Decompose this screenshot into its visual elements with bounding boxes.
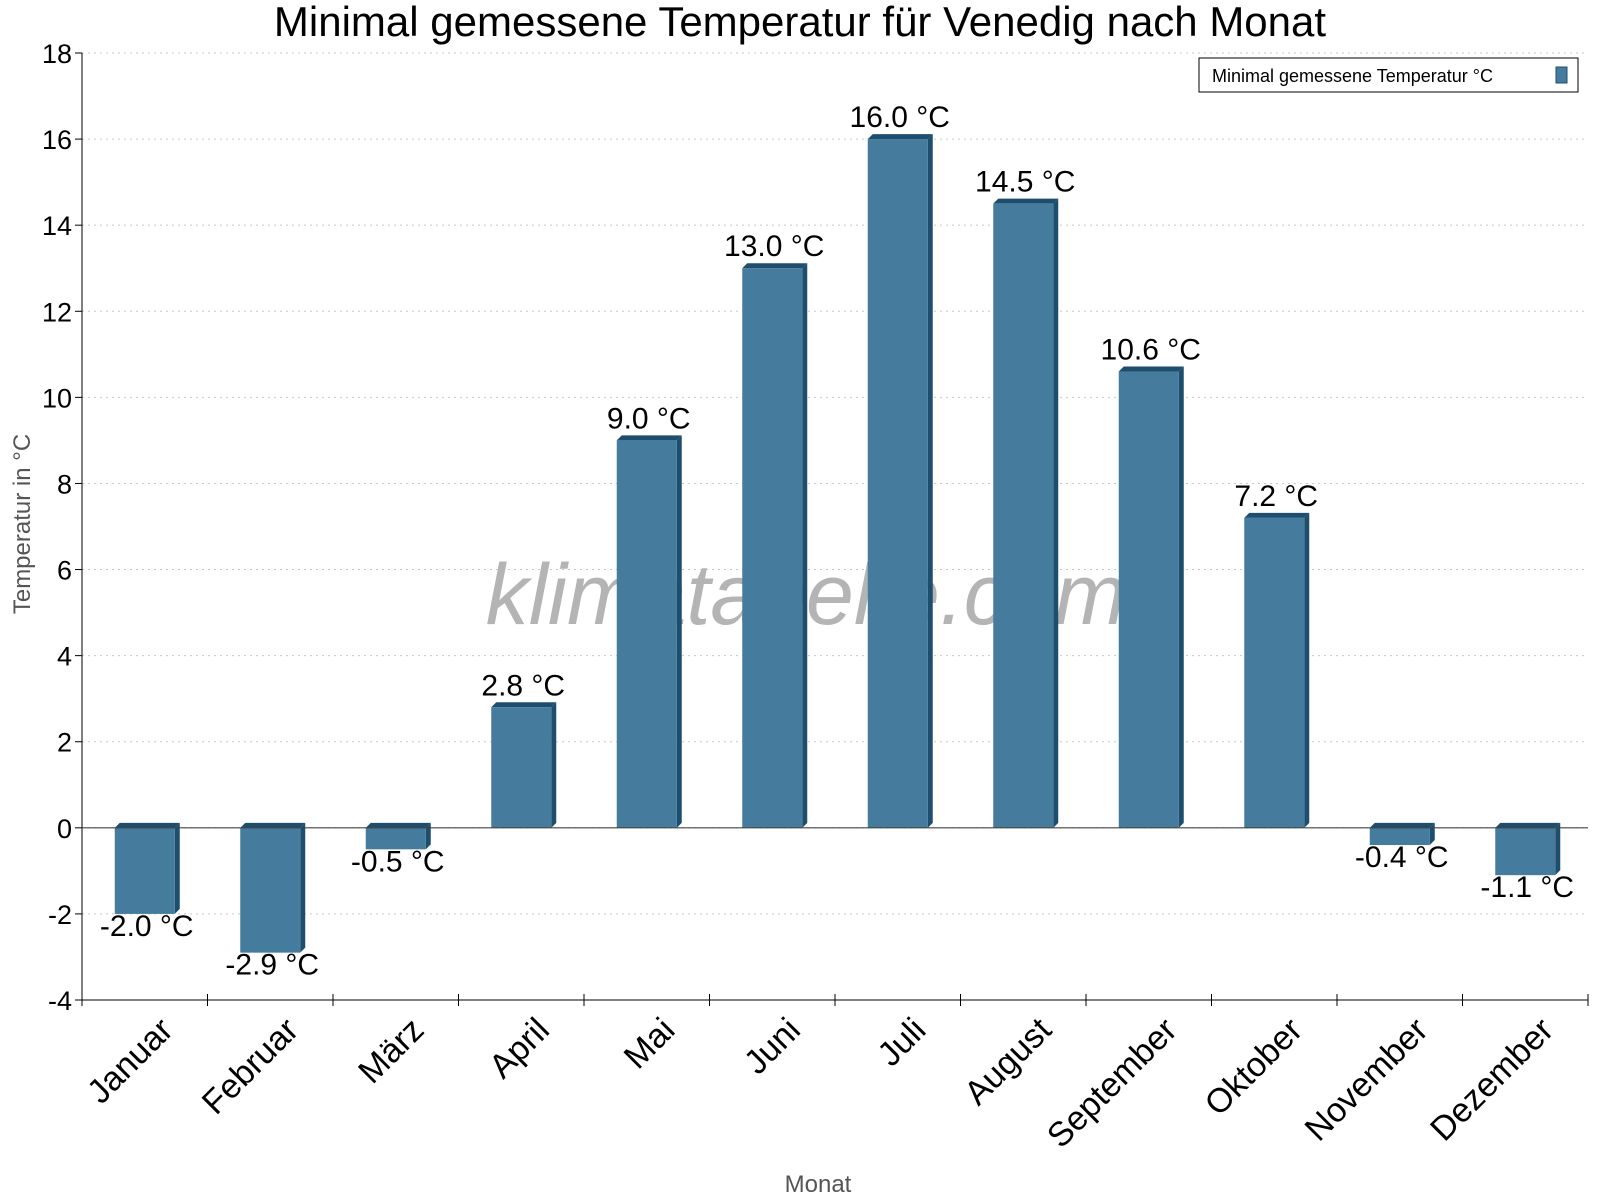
bar-top-face: [1244, 512, 1310, 518]
x-tick-label: April: [482, 1011, 557, 1086]
bar-top-face: [867, 134, 933, 140]
y-tick-label: -4: [48, 986, 72, 1016]
bar-front-face: [365, 827, 426, 850]
legend-box: [1198, 57, 1579, 93]
bar-side-face: [425, 822, 431, 850]
legend-label: Minimal gemessene Temperatur °C: [1212, 66, 1493, 86]
bar: [114, 822, 180, 914]
bar: [616, 435, 682, 828]
data-label: -2.0 °C: [100, 910, 194, 943]
bar-side-face: [1304, 512, 1310, 828]
bar-front-face: [1118, 371, 1179, 828]
bar: [491, 702, 557, 828]
y-tick-label: 0: [57, 814, 72, 844]
y-tick-label: 16: [42, 125, 72, 155]
x-tick-label: März: [351, 1011, 431, 1091]
data-label: -0.4 °C: [1355, 841, 1449, 874]
bar-side-face: [174, 822, 180, 914]
bars: [114, 134, 1561, 953]
x-axis-title: Monat: [785, 1171, 852, 1198]
chart-title: Minimal gemessene Temperatur für Venedig…: [274, 0, 1326, 45]
data-labels: -2.0 °C -2.9 °C -0.5 °C 2.8 °C 9.0 °C 13.0 °C…: [100, 101, 1574, 982]
bar-top-face: [742, 263, 808, 269]
y-tick-label: 10: [42, 383, 72, 413]
data-label: 14.5 °C: [975, 166, 1075, 199]
bar: [1244, 512, 1310, 828]
bar-side-face: [1178, 366, 1184, 828]
data-label: 7.2 °C: [1234, 480, 1318, 513]
data-label: -1.1 °C: [1480, 871, 1574, 904]
y-tick-labels: -4 -2 0 2 4 6 8 10 12 14 16 18: [42, 39, 82, 1016]
bar: [993, 198, 1059, 828]
data-label: 16.0 °C: [850, 101, 950, 134]
y-axis-title: Temperatur in °C: [9, 434, 36, 614]
y-tick-label: 14: [42, 211, 72, 241]
bar: [365, 822, 431, 850]
x-tick-label: September: [1040, 1011, 1184, 1155]
bar-top-face: [1369, 822, 1435, 828]
y-tick-label: 4: [57, 642, 72, 672]
gridlines: [82, 52, 1588, 915]
x-tick-label: Juli: [870, 1011, 933, 1074]
bar-front-face: [240, 827, 301, 953]
bar-front-face: [616, 440, 677, 828]
bar-top-face: [365, 822, 431, 828]
data-label: 13.0 °C: [724, 230, 824, 263]
y-tick-label: 18: [42, 39, 72, 69]
bar-top-face: [1495, 822, 1561, 828]
y-tick-label: 2: [57, 728, 72, 758]
x-tick-label: Oktober: [1198, 1011, 1310, 1123]
bar-front-face: [867, 139, 928, 828]
x-tick-label: August: [957, 1010, 1059, 1112]
bar: [1118, 366, 1184, 828]
x-tick-label: Juni: [737, 1011, 808, 1082]
bar-front-face: [1495, 827, 1556, 876]
legend: Minimal gemessene Temperatur °C: [1198, 57, 1579, 93]
bar-front-face: [114, 827, 175, 914]
axes: [81, 53, 1589, 1006]
data-label: -0.5 °C: [351, 845, 445, 878]
y-tick-label: 8: [57, 469, 72, 499]
x-tick-labels: Januar Februar März April Mai Juni Juli AugustS…: [80, 1010, 1561, 1155]
bar-side-face: [551, 702, 557, 828]
bar-top-face: [993, 198, 1059, 204]
bar: [240, 822, 306, 953]
x-tick-label: Dezember: [1423, 1011, 1561, 1149]
x-tick-label: Januar: [80, 1011, 180, 1111]
bar-top-face: [491, 702, 557, 708]
bar-top-face: [1118, 366, 1184, 372]
legend-swatch: [1555, 66, 1568, 84]
bar-front-face: [491, 707, 552, 828]
x-tick-label: November: [1298, 1011, 1436, 1149]
y-tick-label: 6: [57, 556, 72, 586]
bar-top-face: [240, 822, 306, 828]
bar-side-face: [927, 134, 933, 828]
data-label: -2.9 °C: [225, 949, 319, 982]
bar: [867, 134, 933, 828]
y-tick-label: -2: [48, 900, 72, 930]
bar-side-face: [1053, 198, 1059, 828]
bar-side-face: [676, 435, 682, 828]
bar-front-face: [1369, 827, 1430, 846]
bar-side-face: [300, 822, 306, 953]
bar-top-face: [616, 435, 682, 441]
data-label: 10.6 °C: [1101, 334, 1201, 367]
bar-side-face: [802, 263, 808, 828]
data-label: 2.8 °C: [481, 669, 565, 702]
x-tick-label: Februar: [195, 1011, 306, 1122]
bar-front-face: [993, 203, 1054, 828]
bar: [742, 263, 808, 828]
y-tick-label: 12: [42, 297, 72, 327]
bar-top-face: [114, 822, 180, 828]
bar-front-face: [1244, 517, 1305, 828]
bar-side-face: [1555, 822, 1561, 876]
x-tick-label: Mai: [617, 1011, 683, 1077]
bar: [1495, 822, 1561, 876]
data-label: 9.0 °C: [607, 402, 691, 435]
bar-front-face: [742, 268, 803, 828]
